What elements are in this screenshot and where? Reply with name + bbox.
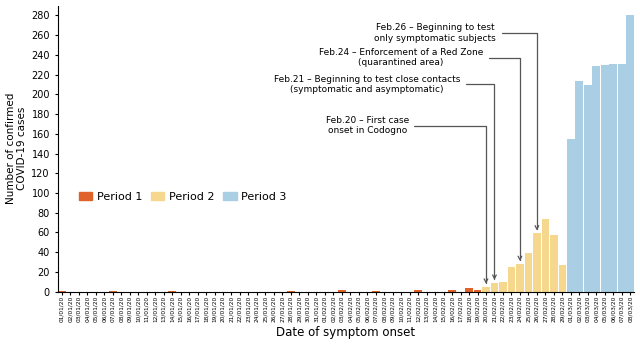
Bar [58,290,66,292]
Bar [559,265,566,292]
Bar [584,86,591,292]
Bar [609,64,617,292]
Bar [109,290,116,292]
Bar [533,234,541,292]
Y-axis label: Number of confirmed
COVID-19 cases: Number of confirmed COVID-19 cases [6,93,27,204]
Legend: Period 1, Period 2, Period 3: Period 1, Period 2, Period 3 [75,187,291,206]
Bar [465,288,473,292]
Bar [525,253,532,292]
Bar [372,290,380,292]
Bar [593,66,600,292]
X-axis label: Date of symptom onset: Date of symptom onset [276,326,415,339]
Bar [491,283,499,292]
Bar [575,80,583,292]
Bar [448,290,456,292]
Bar [516,264,524,292]
Bar [541,219,549,292]
Text: Feb.20 – First case
onset in Codogno: Feb.20 – First case onset in Codogno [326,116,488,283]
Bar [618,64,625,292]
Bar [168,290,176,292]
Text: Feb.21 – Beginning to test close contacts
(symptomatic and asymptomatic): Feb.21 – Beginning to test close contact… [274,75,496,278]
Bar [287,290,294,292]
Text: Feb.26 – Beginning to test
only symptomatic subjects: Feb.26 – Beginning to test only symptoma… [374,23,539,229]
Bar [567,139,575,292]
Bar [601,65,609,292]
Bar [482,287,490,292]
Bar [474,290,481,292]
Bar [338,290,346,292]
Bar [508,267,515,292]
Text: Feb.24 – Enforcement of a Red Zone
(quarantined area): Feb.24 – Enforcement of a Red Zone (quar… [319,48,522,260]
Bar [499,282,507,292]
Bar [550,235,557,292]
Bar [627,16,634,292]
Bar [414,290,422,292]
